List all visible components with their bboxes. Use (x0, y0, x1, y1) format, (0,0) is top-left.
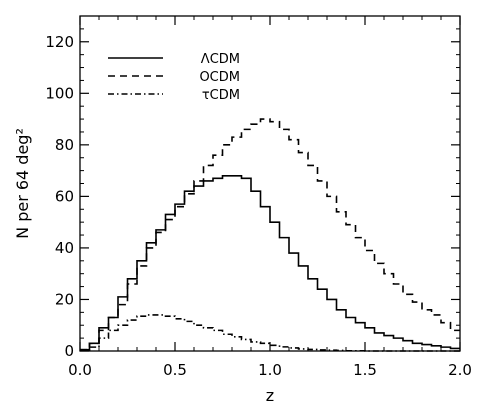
legend-label-0: ΛCDM (201, 52, 240, 67)
y-tick-label: 20 (55, 290, 74, 308)
y-tick-label: 80 (55, 136, 74, 154)
y-tick-label: 40 (55, 239, 74, 257)
legend-label-2: τCDM (202, 88, 240, 103)
y-tick-label: 100 (45, 84, 74, 102)
y-tick-label: 0 (64, 342, 74, 360)
legend: ΛCDM OCDM τCDM (108, 52, 240, 103)
x-tick-label: 1.0 (258, 361, 282, 379)
x-tick-label: 1.5 (353, 361, 377, 379)
plot-area (80, 118, 460, 352)
y-axis-label: N per 64 deg² (13, 128, 32, 239)
x-tick-label: 0.5 (163, 361, 187, 379)
x-tick-label: 2.0 (448, 361, 472, 379)
legend-label-1: OCDM (199, 70, 240, 85)
series-line-0 (80, 174, 460, 351)
axes: 0.0 0.5 1.0 1.5 2.0 0 20 40 60 80 100 120 (45, 15, 472, 379)
y-tick-label: 60 (55, 187, 74, 205)
plot-frame (79, 15, 461, 352)
x-axis-label: z (266, 386, 274, 405)
y-tick-label: 120 (45, 33, 74, 51)
x-tick-label: 0.0 (68, 361, 92, 379)
series-line-1 (80, 118, 460, 351)
